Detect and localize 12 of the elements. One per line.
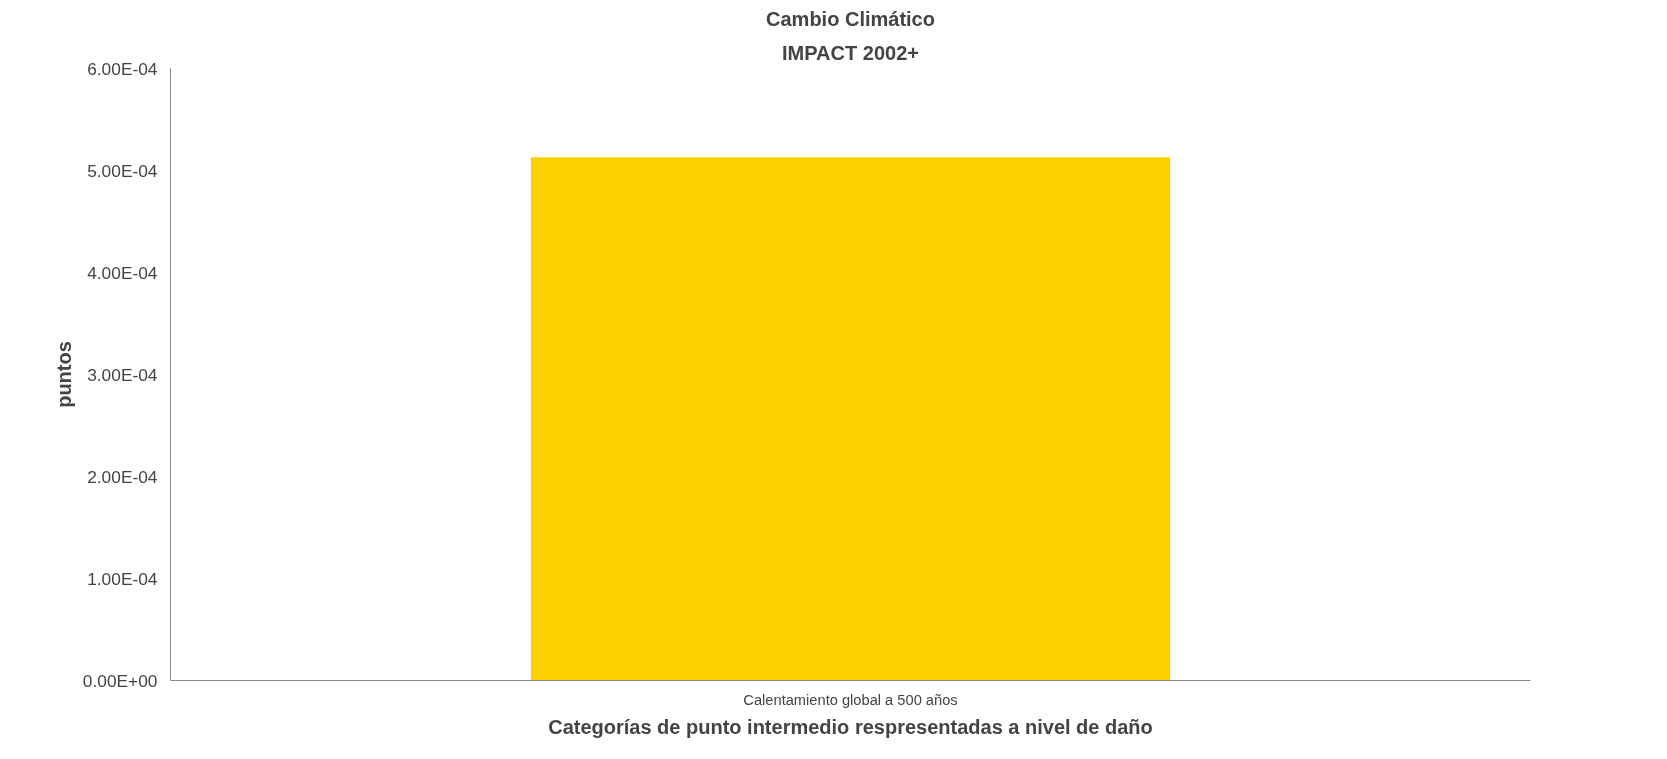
y-tick-label: 4.00E-04 — [87, 262, 158, 283]
y-tick-label: 3.00E-04 — [87, 364, 158, 385]
chart-subtitle: IMPACT 2002+ — [782, 41, 919, 64]
y-tick-label: 6.00E-04 — [87, 58, 158, 79]
y-axis-title: puntos — [52, 341, 75, 408]
y-tick-label: 0.00E+00 — [82, 670, 158, 691]
y-tick-label: 1.00E-04 — [87, 568, 158, 589]
x-tick-label: Calentamiento global a 500 años — [743, 691, 958, 708]
y-tick-label: 2.00E-04 — [87, 466, 158, 487]
y-tick-label: 5.00E-04 — [87, 160, 158, 181]
x-axis-title: Categorías de punto intermedio respresentadas a nivel de daño — [548, 715, 1153, 738]
chart-title: Cambio Climático — [766, 7, 935, 30]
